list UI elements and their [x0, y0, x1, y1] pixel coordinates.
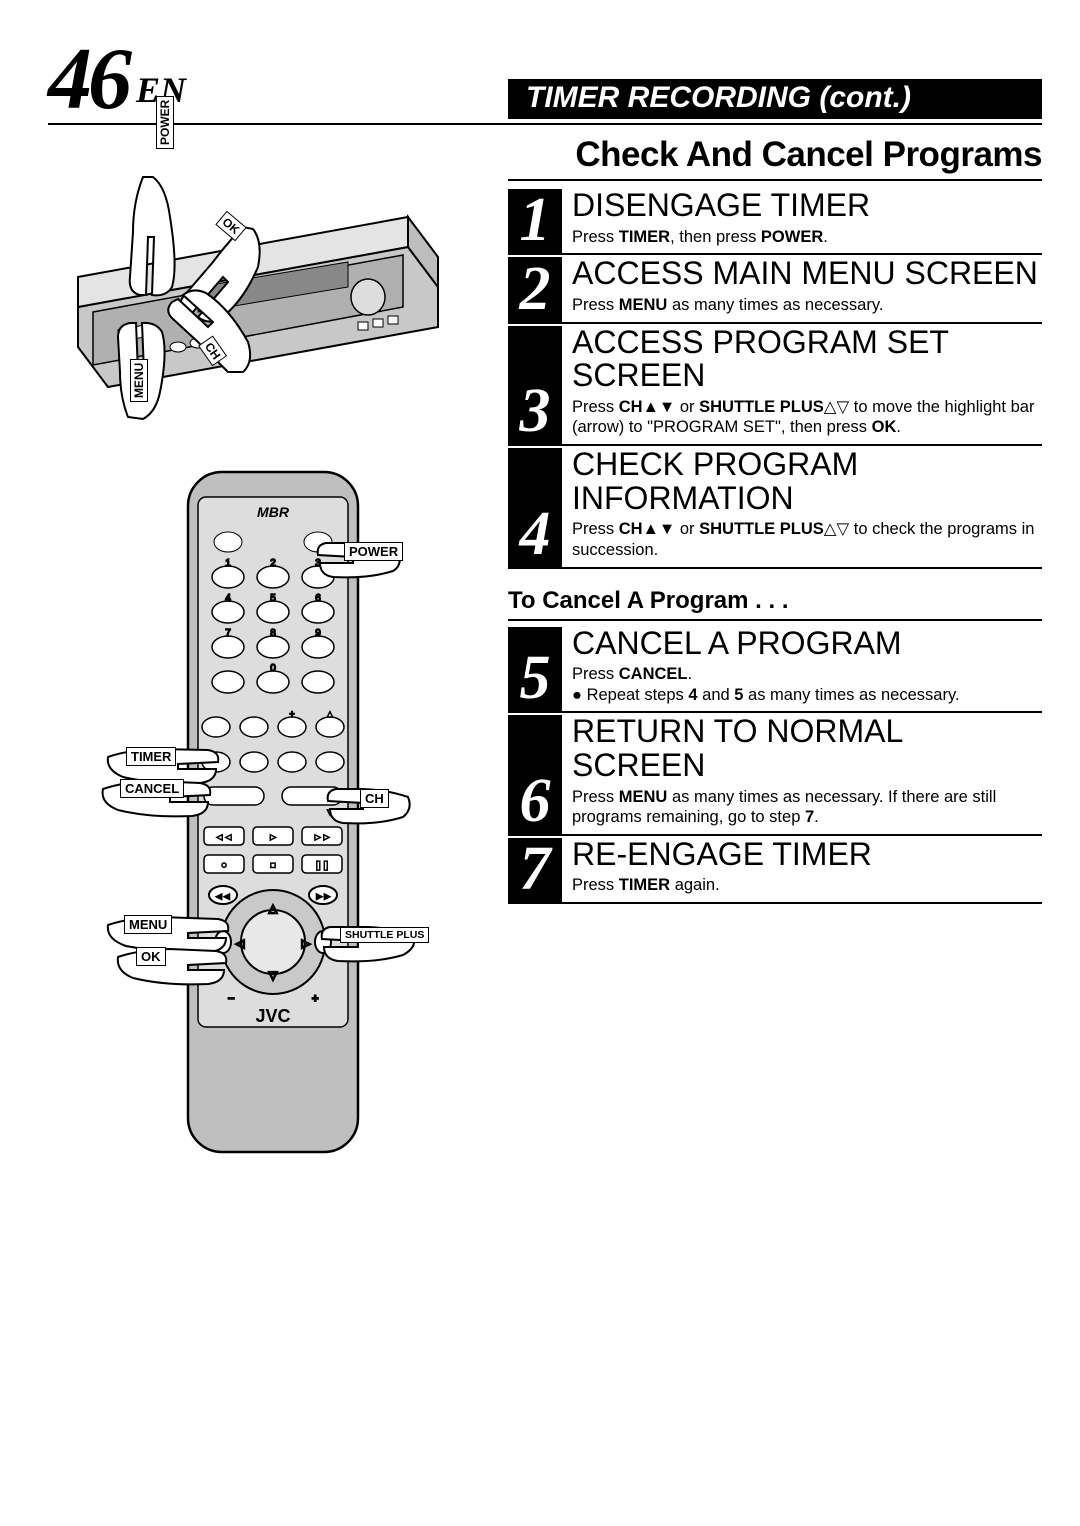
svg-text:0: 0 — [270, 663, 276, 674]
step-desc: Press TIMER again. — [572, 875, 1042, 896]
step-5: 5 CANCEL A PROGRAM Press CANCEL.Repeat s… — [508, 627, 1042, 714]
step-6: 6 RETURN TO NORMAL SCREEN Press MENU as … — [508, 715, 1042, 835]
step-title: DISENGAGE TIMER — [572, 189, 1042, 223]
step-title: CHECK PROGRAM INFORMATION — [572, 448, 1042, 515]
step-desc: Press CH▲▼ or SHUTTLE PLUS△▽ to move the… — [572, 397, 1042, 438]
svg-text:▽: ▽ — [269, 970, 278, 982]
remote-cancel-label: CANCEL — [120, 779, 184, 798]
svg-text:8: 8 — [270, 628, 276, 639]
step-title: ACCESS MAIN MENU SCREEN — [572, 257, 1042, 291]
step-title: ACCESS PROGRAM SET SCREEN — [572, 326, 1042, 393]
step-number: 3 — [508, 326, 562, 446]
step-desc: Press MENU as many times as necessary. — [572, 295, 1042, 316]
svg-text:JVC: JVC — [255, 1006, 290, 1026]
step-title: CANCEL A PROGRAM — [572, 627, 1042, 661]
step-number: 1 — [508, 189, 562, 255]
remote-timer-label: TIMER — [126, 747, 176, 766]
svg-text:7: 7 — [225, 628, 231, 639]
step-title: RETURN TO NORMAL SCREEN — [572, 715, 1042, 782]
svg-text:◁: ◁ — [236, 938, 245, 950]
svg-text:►►: ►► — [313, 832, 331, 842]
remote-ch-label: CH — [360, 789, 389, 808]
step-desc: Press CH▲▼ or SHUTTLE PLUS△▽ to check th… — [572, 519, 1042, 560]
svg-text:5: 5 — [270, 593, 276, 604]
svg-text:−: − — [228, 993, 234, 1005]
header-bar: TIMER RECORDING (cont.) — [508, 79, 1042, 119]
svg-text:❚❚: ❚❚ — [314, 860, 329, 871]
step-desc: Press CANCEL.Repeat steps 4 and 5 as man… — [572, 664, 1042, 705]
step-number: 6 — [508, 715, 562, 835]
remote-shuttle-label: SHUTTLE PLUS — [340, 927, 429, 943]
svg-text:MBR: MBR — [257, 504, 290, 520]
step-number: 4 — [508, 448, 562, 568]
section-title: Check And Cancel Programs — [508, 135, 1042, 181]
svg-text:◄◄: ◄◄ — [215, 832, 233, 842]
step-number: 7 — [508, 838, 562, 904]
svg-text:◄◄: ◄◄ — [215, 892, 231, 901]
remote-illustration: MBR 1 2 3 4 5 6 7 8 9 0 — [48, 467, 428, 1167]
step-number: 2 — [508, 257, 562, 323]
svg-text:▲: ▲ — [326, 709, 335, 719]
svg-text:9: 9 — [315, 628, 321, 639]
svg-text:4: 4 — [225, 593, 231, 604]
remote-power-label: POWER — [344, 542, 403, 561]
svg-text:2: 2 — [270, 558, 276, 569]
step-title: RE-ENGAGE TIMER — [572, 838, 1042, 872]
remote-ok-label: OK — [136, 947, 166, 966]
step-desc: Press MENU as many times as necessary. I… — [572, 787, 1042, 828]
step-4: 4 CHECK PROGRAM INFORMATION Press CH▲▼ o… — [508, 448, 1042, 568]
svg-text:+: + — [312, 993, 318, 1005]
header-rule — [48, 123, 1042, 125]
page-number: 46 — [48, 40, 128, 119]
svg-text:●: ● — [221, 860, 227, 871]
step-1: 1 DISENGAGE TIMER Press TIMER, then pres… — [508, 189, 1042, 255]
step-7: 7 RE-ENGAGE TIMER Press TIMER again. — [508, 838, 1042, 904]
vcr-illustration: POWER OK CH MENU — [48, 147, 448, 427]
step-2: 2 ACCESS MAIN MENU SCREEN Press MENU as … — [508, 257, 1042, 323]
svg-text:►►: ►► — [315, 892, 331, 901]
svg-text:▷: ▷ — [302, 938, 311, 950]
svg-text:►: ► — [269, 832, 278, 842]
vcr-menu-label: MENU — [130, 359, 148, 402]
remote-menu-label: MENU — [124, 915, 172, 934]
svg-text:6: 6 — [315, 593, 321, 604]
step-number: 5 — [508, 627, 562, 714]
sub-heading: To Cancel A Program . . . — [508, 587, 1042, 621]
svg-text:△: △ — [269, 903, 278, 915]
vcr-power-label: POWER — [156, 96, 174, 149]
svg-text:+: + — [289, 709, 294, 719]
svg-text:■: ■ — [270, 860, 275, 870]
step-desc: Press TIMER, then press POWER. — [572, 227, 1042, 248]
svg-text:1: 1 — [225, 558, 231, 569]
step-3: 3 ACCESS PROGRAM SET SCREEN Press CH▲▼ o… — [508, 326, 1042, 446]
